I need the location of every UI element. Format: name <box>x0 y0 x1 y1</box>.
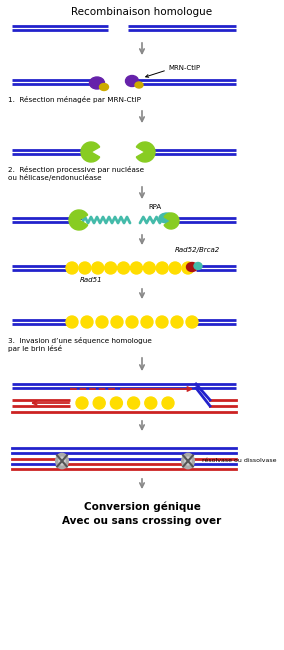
Circle shape <box>92 262 104 274</box>
Text: Conversion génique: Conversion génique <box>83 502 201 512</box>
Ellipse shape <box>194 263 202 270</box>
Ellipse shape <box>187 263 197 272</box>
Text: RPA: RPA <box>148 204 161 210</box>
Circle shape <box>145 397 157 409</box>
Circle shape <box>143 262 155 274</box>
Circle shape <box>105 262 117 274</box>
Circle shape <box>130 262 143 274</box>
Circle shape <box>126 316 138 328</box>
Ellipse shape <box>56 453 68 469</box>
Circle shape <box>76 397 88 409</box>
Ellipse shape <box>59 457 65 465</box>
Circle shape <box>169 262 181 274</box>
Text: 3.  Invasion d’une séquence homologue
par le brin lésé: 3. Invasion d’une séquence homologue par… <box>8 337 152 352</box>
Ellipse shape <box>159 213 175 223</box>
Circle shape <box>128 397 140 409</box>
Circle shape <box>118 262 130 274</box>
Ellipse shape <box>89 77 105 89</box>
Ellipse shape <box>182 453 194 469</box>
Circle shape <box>156 262 168 274</box>
Ellipse shape <box>135 82 143 88</box>
Circle shape <box>162 397 174 409</box>
Ellipse shape <box>126 75 139 86</box>
Circle shape <box>186 316 198 328</box>
Circle shape <box>111 316 123 328</box>
Circle shape <box>81 316 93 328</box>
Circle shape <box>110 397 122 409</box>
Wedge shape <box>136 142 155 162</box>
Text: 1.  Résection ménagée par MRN-CtIP: 1. Résection ménagée par MRN-CtIP <box>8 96 141 103</box>
Circle shape <box>66 316 78 328</box>
Wedge shape <box>69 210 88 230</box>
Text: Rad52/Brca2: Rad52/Brca2 <box>175 247 220 253</box>
Text: 2.  Résection processive par nucléase
ou hélicase/endonucléase: 2. Résection processive par nucléase ou … <box>8 166 144 181</box>
Wedge shape <box>164 213 179 229</box>
Ellipse shape <box>99 83 108 90</box>
Circle shape <box>79 262 91 274</box>
Circle shape <box>93 397 105 409</box>
Circle shape <box>182 262 194 274</box>
Circle shape <box>141 316 153 328</box>
Wedge shape <box>81 142 100 162</box>
Circle shape <box>66 262 78 274</box>
Text: Rad51: Rad51 <box>80 277 103 283</box>
Circle shape <box>171 316 183 328</box>
Text: Avec ou sans crossing over: Avec ou sans crossing over <box>62 516 222 526</box>
Circle shape <box>96 316 108 328</box>
Text: MRN-CtIP: MRN-CtIP <box>168 65 200 71</box>
Text: résolvase ou dissolvase: résolvase ou dissolvase <box>202 458 277 463</box>
Ellipse shape <box>185 457 191 465</box>
Text: Recombinaison homologue: Recombinaison homologue <box>72 7 212 17</box>
Circle shape <box>156 316 168 328</box>
